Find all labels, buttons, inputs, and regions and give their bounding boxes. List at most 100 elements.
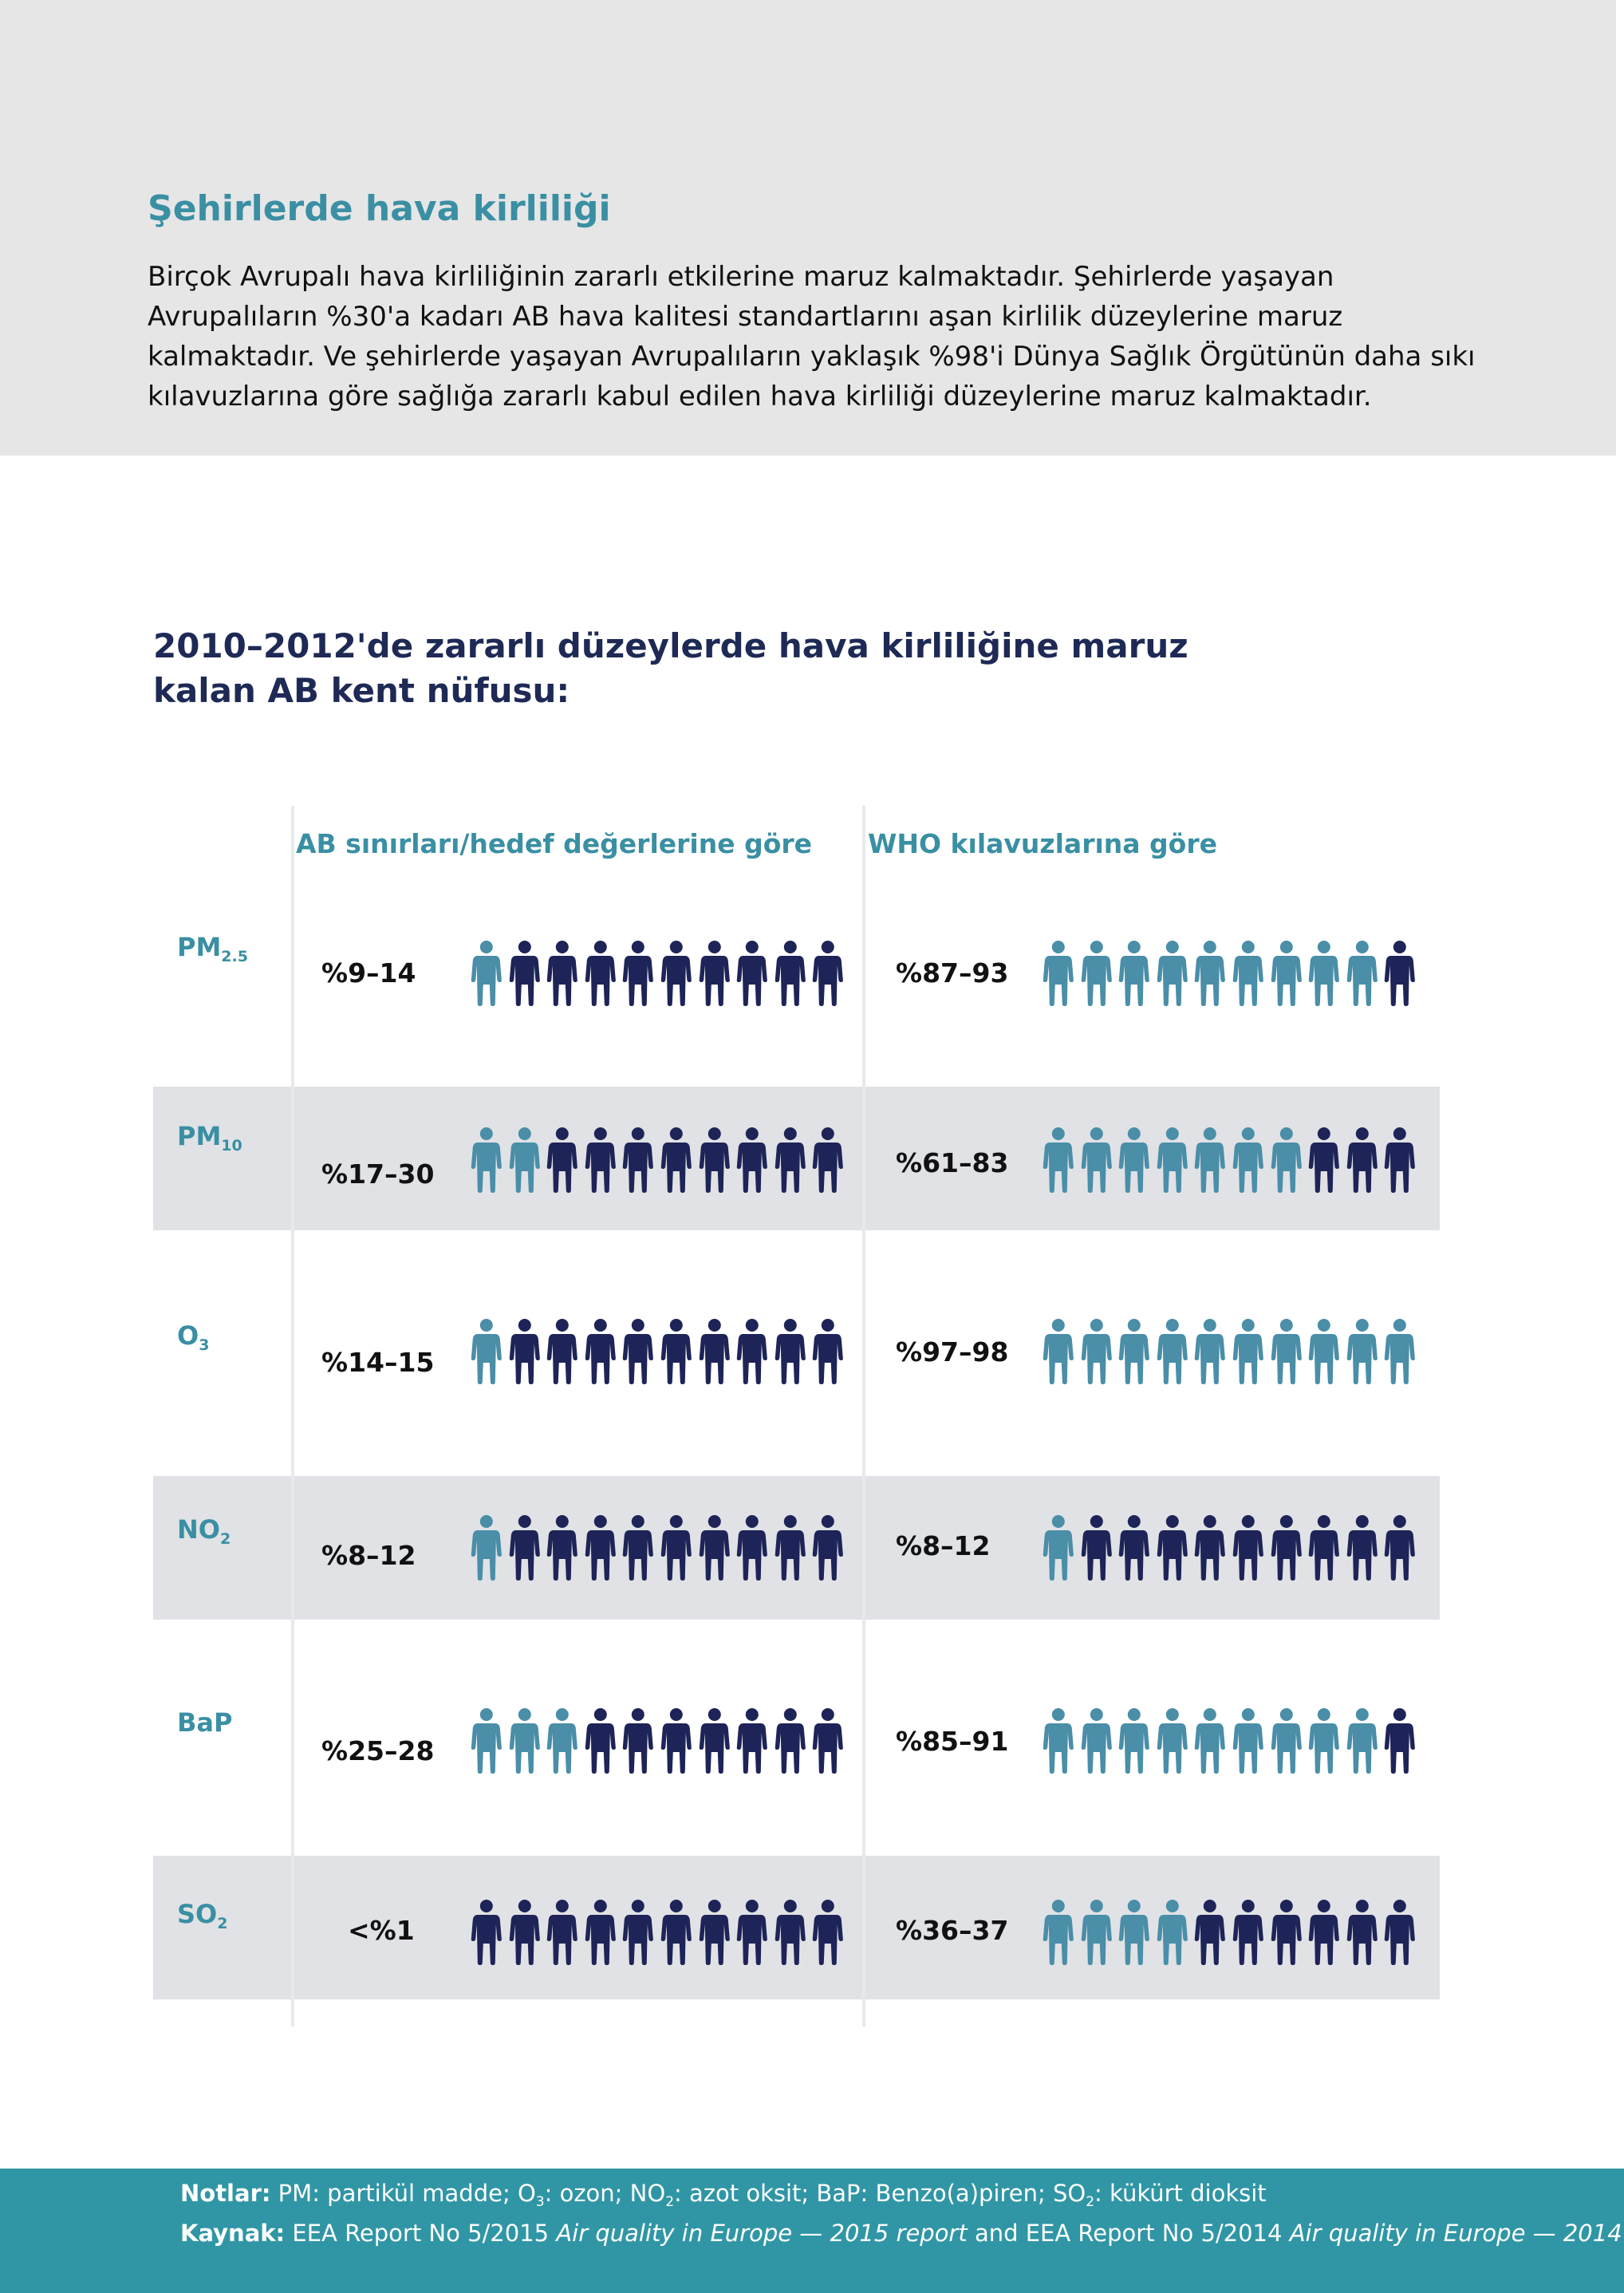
person-icon <box>543 1514 581 1581</box>
pollutant-name: O <box>177 1320 199 1351</box>
person-icon <box>543 1899 581 1966</box>
column-divider-who <box>862 806 865 2027</box>
person-icon-exposed <box>1115 940 1153 1007</box>
person-icon <box>1305 1899 1343 1966</box>
pollutant-label-pm25: PM2.5 <box>177 932 248 965</box>
person-icon <box>733 1514 771 1581</box>
person-icon-exposed <box>467 1318 506 1385</box>
person-icon <box>1115 1514 1153 1581</box>
person-icon <box>696 1318 734 1385</box>
who-pm10-icon-row <box>1039 1127 1419 1194</box>
person-icon-exposed <box>1305 940 1343 1007</box>
notes-sub-o3: 3 <box>535 2194 545 2210</box>
person-icon-exposed <box>467 940 506 1007</box>
person-icon <box>1229 1899 1267 1966</box>
person-icon <box>1305 1127 1343 1194</box>
notes-text-1: PM: partikül madde; O <box>270 2180 536 2207</box>
person-icon <box>1191 1514 1229 1581</box>
person-icon-exposed <box>1191 1707 1229 1774</box>
person-icon <box>657 940 696 1007</box>
person-icon-exposed <box>1229 940 1267 1007</box>
person-icon <box>771 1899 810 1966</box>
person-icon <box>657 1707 696 1774</box>
person-icon-exposed <box>1078 1318 1116 1385</box>
person-icon <box>581 1318 620 1385</box>
person-icon <box>809 1127 847 1194</box>
person-icon <box>1381 940 1419 1007</box>
who-no2-icon-row <box>1039 1514 1419 1581</box>
pollutant-label-no2: NO2 <box>177 1514 231 1548</box>
person-icon <box>771 1318 810 1385</box>
person-icon <box>1381 1514 1419 1581</box>
pollutant-label-o3: O3 <box>177 1320 209 1354</box>
column-header-who: WHO kılavuzlarına göre <box>868 828 1217 859</box>
person-icon-exposed <box>1267 940 1306 1007</box>
eu-percentage-bap: %25–28 <box>321 1735 435 1766</box>
person-icon <box>619 1899 657 1966</box>
person-icon-exposed <box>1305 1318 1343 1385</box>
person-icon <box>771 1707 810 1774</box>
pollutant-name: PM <box>177 1121 222 1151</box>
person-icon <box>581 1127 620 1194</box>
person-icon-exposed <box>1115 1899 1153 1966</box>
eu-percentage-pm10: %17–30 <box>321 1158 435 1190</box>
person-icon <box>619 940 657 1007</box>
person-icon-exposed <box>1039 1514 1078 1581</box>
who-percentage-so2: %36–37 <box>896 1915 1009 1946</box>
person-icon <box>809 1318 847 1385</box>
pollutant-name: BaP <box>177 1707 233 1738</box>
person-icon <box>1343 1899 1382 1966</box>
person-icon <box>581 1899 620 1966</box>
notes-sub-so2: 2 <box>1086 2194 1095 2210</box>
person-icon <box>696 1707 734 1774</box>
person-icon-exposed <box>1039 1707 1078 1774</box>
person-icon-exposed <box>1153 940 1192 1007</box>
person-icon <box>581 940 620 1007</box>
person-icon <box>809 1899 847 1966</box>
person-icon-exposed <box>1153 1899 1192 1966</box>
person-icon <box>1267 1899 1306 1966</box>
person-icon <box>467 1899 506 1966</box>
person-icon-exposed <box>467 1514 506 1581</box>
pollutant-subscript: 2 <box>219 1530 231 1548</box>
eu-so2-icon-row <box>467 1899 847 1966</box>
person-icon <box>1153 1514 1192 1581</box>
source-text-2: and EEA Report No 5/2014 <box>967 2220 1290 2247</box>
eu-no2-icon-row <box>467 1514 847 1581</box>
person-icon-exposed <box>1153 1318 1192 1385</box>
person-icon <box>619 1127 657 1194</box>
notes-label: Notlar: <box>180 2180 271 2207</box>
pollutant-label-bap: BaP <box>177 1707 232 1738</box>
pollutant-label-so2: SO2 <box>177 1899 227 1932</box>
footer-notes: Notlar: PM: partikül madde; O3: ozon; NO… <box>180 2180 1267 2210</box>
pollutant-label-pm10: PM10 <box>177 1121 242 1154</box>
person-icon-exposed <box>1153 1707 1192 1774</box>
person-icon-exposed <box>1343 1707 1382 1774</box>
person-icon-exposed <box>1343 1318 1382 1385</box>
person-icon <box>543 1127 581 1194</box>
person-icon <box>657 1899 696 1966</box>
person-icon <box>733 940 771 1007</box>
person-icon-exposed <box>506 1707 544 1774</box>
person-icon <box>1229 1514 1267 1581</box>
person-icon-exposed <box>1267 1318 1306 1385</box>
person-icon <box>771 1514 810 1581</box>
person-icon <box>1381 1899 1419 1966</box>
person-icon-exposed <box>506 1127 544 1194</box>
person-icon-exposed <box>1039 1127 1078 1194</box>
person-icon <box>543 940 581 1007</box>
person-icon <box>696 1514 734 1581</box>
source-text-1: EEA Report No 5/2015 <box>285 2220 557 2247</box>
person-icon-exposed <box>1191 1318 1229 1385</box>
source-title-2014: Air quality in Europe — 2014 report <box>1289 2220 1624 2247</box>
person-icon-exposed <box>1267 1127 1306 1194</box>
intro-title: Şehirlerde hava kirliliği <box>148 188 611 229</box>
person-icon-exposed <box>1153 1127 1192 1194</box>
eu-percentage-no2: %8–12 <box>321 1540 416 1571</box>
source-label: Kaynak: <box>180 2220 286 2247</box>
pollutant-subscript: 10 <box>221 1137 242 1154</box>
person-icon-exposed <box>1115 1318 1153 1385</box>
person-icon-exposed <box>467 1127 506 1194</box>
pollutant-subscript: 2.5 <box>221 948 248 965</box>
person-icon <box>657 1514 696 1581</box>
